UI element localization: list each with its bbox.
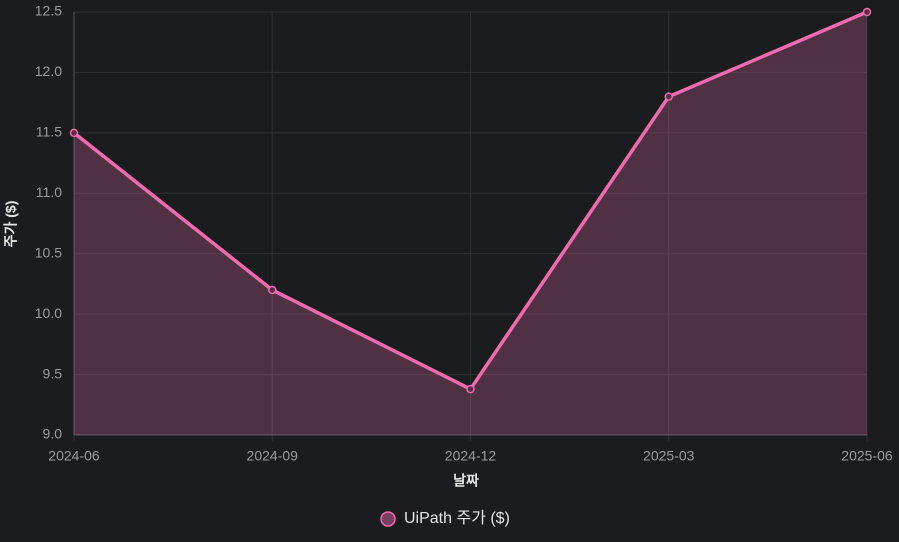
point (268, 285, 277, 295)
point (69, 128, 79, 138)
x-axis-title: 날짜 (453, 473, 479, 489)
y-axis-title: 주가 ($) (3, 201, 19, 248)
point (466, 384, 475, 394)
legend-label: UiPath 주가 ($) (404, 509, 510, 527)
x-tick-label: 2024-09 (247, 448, 299, 464)
y-tick-label: 12.5 (35, 3, 62, 19)
y-tick-label: 11.5 (36, 124, 62, 140)
area (74, 12, 867, 435)
x-tick-label: 2024-12 (445, 448, 497, 464)
y-tick-label: 9.5 (43, 365, 63, 381)
y-tick-label: 10.5 (35, 244, 62, 260)
x-tick-label: 2025-06 (841, 448, 893, 464)
point (862, 7, 872, 17)
y-tick-label: 11.0 (36, 184, 62, 200)
x-tick-label: 2024-06 (48, 448, 100, 464)
y-tick-label: 12.0 (35, 63, 62, 79)
y-tick-label: 10.0 (35, 305, 62, 321)
point (664, 92, 673, 101)
y-tick-label: 9.0 (43, 426, 63, 442)
legend-marker (380, 511, 396, 527)
x-tick-label: 2025-03 (643, 448, 695, 464)
